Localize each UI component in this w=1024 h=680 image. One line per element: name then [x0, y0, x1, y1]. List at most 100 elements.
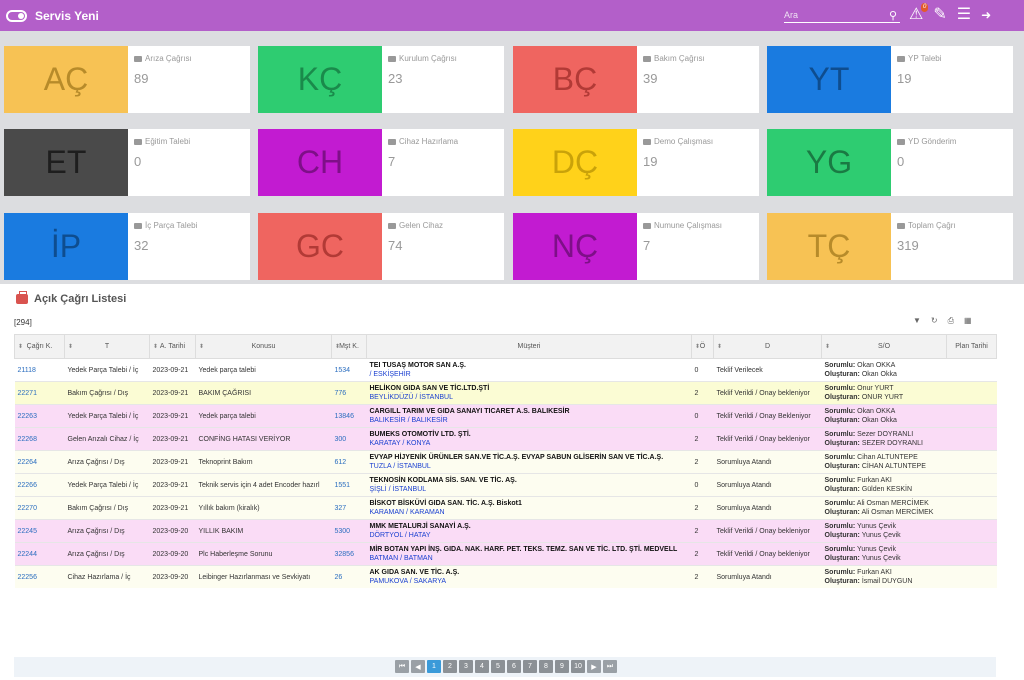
customer-name: MMK METALURJİ SANAYİ A.Ş. — [369, 523, 471, 530]
page-button[interactable]: 10 — [571, 660, 585, 673]
cell-priority: 2 — [691, 542, 714, 566]
stat-card[interactable]: YT YP Talebi 19 — [767, 46, 1013, 113]
alert-icon[interactable]: ⚠ 0 — [909, 3, 929, 23]
call-id-link[interactable]: 21118 — [17, 366, 36, 374]
stat-card[interactable]: DÇ Demo Çalışması 19 — [513, 129, 759, 196]
page-button[interactable]: 1 — [427, 660, 441, 673]
page-button[interactable]: 8 — [539, 660, 553, 673]
stat-card[interactable]: YG YD Gönderim 0 — [767, 129, 1013, 196]
call-id-link[interactable]: 22264 — [17, 458, 37, 466]
call-id-link[interactable]: 22270 — [17, 504, 37, 512]
sidebar-toggle-icon[interactable] — [6, 9, 27, 22]
table-row[interactable]: 22268 Gelen Arızalı Cihaz / İç 2023-09-21 C… — [14, 427, 997, 451]
call-id-link[interactable]: 22271 — [17, 389, 37, 397]
creator-name: Okan Okka — [859, 371, 897, 378]
first-page-icon[interactable]: ⏮ — [395, 660, 409, 673]
customer-id-link[interactable]: 32856 — [334, 550, 354, 558]
customer-id-link[interactable]: 776 — [334, 389, 347, 397]
table-row[interactable]: 22263 Yedek Parça Talebi / İç 2023-09-21 Ye… — [14, 404, 997, 428]
stat-card[interactable]: KÇ Kurulum Çağrısı 23 — [258, 46, 504, 113]
table-row[interactable]: 22264 Arıza Çağrısı / Dış 2023-09-21 Teknop… — [14, 450, 997, 474]
table-row[interactable]: 22256 Cihaz Hazırlama / İç 2023-09-20 Leibi… — [14, 565, 997, 588]
cell-subject: Leibinger Hazırlanması ve Sevkiyatı — [195, 565, 332, 588]
stat-card[interactable]: BÇ Bakım Çağrısı 39 — [513, 46, 759, 113]
customer-id-link[interactable]: 327 — [334, 504, 347, 512]
print-icon[interactable]: ⎙ — [947, 316, 955, 325]
cell-date: 2023-09-20 — [149, 565, 196, 588]
customer-location: TUZLA / İSTANBUL — [369, 463, 431, 470]
search-icon[interactable]: ⚲ — [888, 10, 897, 22]
column-header[interactable]: ⬍ T — [64, 334, 150, 359]
export-icon[interactable]: ▦ — [964, 316, 972, 325]
call-id-link[interactable]: 22263 — [17, 412, 37, 420]
column-header[interactable]: Müşteri — [366, 334, 692, 359]
customer-id-link[interactable]: 13846 — [334, 412, 354, 420]
prev-page-icon[interactable]: ◀ — [411, 660, 425, 673]
last-page-icon[interactable]: ⏭ — [603, 660, 617, 673]
customer-id-link[interactable]: 612 — [334, 458, 347, 466]
stat-card[interactable]: AÇ Arıza Çağrısı 89 — [4, 46, 250, 113]
sort-icon[interactable]: ⬍ — [68, 344, 74, 350]
logout-icon[interactable]: ➜ — [981, 8, 992, 22]
table-row[interactable]: 21118 Yedek Parça Talebi / İç 2023-09-21 Ye… — [14, 358, 997, 382]
responsible-line: Sorumlu: Sezer DOYRANLI — [825, 430, 944, 439]
cell-subject: BAKIM ÇAĞRISI — [195, 381, 332, 405]
column-header[interactable]: ⬍ Mşt K. — [331, 334, 367, 359]
customer-id-link[interactable]: 5300 — [334, 527, 351, 535]
cell-subject: YILLIK BAKIM — [195, 519, 332, 543]
customer-id-link[interactable]: 300 — [334, 435, 347, 443]
column-header[interactable]: Plan Tarihi — [946, 334, 997, 359]
customer-id-link[interactable]: 1534 — [334, 366, 351, 374]
call-id-link[interactable]: 22268 — [17, 435, 37, 443]
responsible-label: Sorumlu: — [824, 408, 856, 415]
sort-icon[interactable]: ⬍ — [717, 344, 723, 350]
stat-card-title: Kurulum Çağrısı — [388, 54, 498, 63]
menu-icon[interactable]: ☰ — [956, 6, 972, 23]
search-input[interactable] — [784, 10, 880, 20]
next-page-icon[interactable]: ▶ — [587, 660, 601, 673]
column-header[interactable]: ⬍ Ö — [691, 334, 714, 359]
customer-location: KARAMAN / KARAMAN — [369, 509, 445, 516]
column-header[interactable]: ⬍ Konusu — [195, 334, 332, 359]
page-button[interactable]: 5 — [491, 660, 505, 673]
refresh-icon[interactable]: ↻ — [930, 316, 938, 325]
stat-card[interactable]: İP İç Parça Talebi 32 — [4, 213, 250, 280]
call-id-link[interactable]: 22256 — [17, 573, 37, 581]
column-header[interactable]: ⬍ D — [713, 334, 822, 359]
call-id-link[interactable]: 22245 — [17, 527, 37, 535]
cell-customer-id: 26 — [331, 565, 367, 588]
sort-icon[interactable]: ⬍ — [335, 344, 341, 350]
column-header[interactable]: ⬍ Çağrı K. — [14, 334, 65, 359]
edit-icon[interactable]: ✎ — [933, 6, 947, 23]
page-button[interactable]: 9 — [555, 660, 569, 673]
page-button[interactable]: 4 — [475, 660, 489, 673]
column-header[interactable]: ⬍ S/O — [821, 334, 947, 359]
stat-card[interactable]: TÇ Toplam Çağrı 319 — [767, 213, 1013, 280]
sort-icon[interactable]: ⬍ — [153, 344, 159, 350]
stat-card[interactable]: CH Cihaz Hazırlama 7 — [258, 129, 504, 196]
table-row[interactable]: 22245 Arıza Çağrısı / Dış 2023-09-20 YILLIK… — [14, 519, 997, 543]
table-row[interactable]: 22270 Bakım Çağrısı / Dış 2023-09-21 Yıllık… — [14, 496, 997, 520]
table-row[interactable]: 22266 Yedek Parça Talebi / İç 2023-09-21 Te… — [14, 473, 997, 497]
page-button[interactable]: 2 — [443, 660, 457, 673]
call-id-link[interactable]: 22266 — [17, 481, 37, 489]
customer-id-link[interactable]: 1551 — [334, 481, 351, 489]
stat-card[interactable]: NÇ Numune Çalışması 7 — [513, 213, 759, 280]
column-header[interactable]: ⬍ A. Tarihi — [149, 334, 196, 359]
cell-type: Gelen Arızalı Cihaz / İç — [64, 427, 150, 451]
customer-id-link[interactable]: 26 — [334, 573, 343, 581]
page-button[interactable]: 7 — [523, 660, 537, 673]
sort-icon[interactable]: ⬍ — [199, 344, 205, 350]
cell-plan-date — [946, 542, 997, 566]
stat-card[interactable]: ET Eğitim Talebi 0 — [4, 129, 250, 196]
table-row[interactable]: 22244 Arıza Çağrısı / Dış 2023-09-20 Plc Ha… — [14, 542, 997, 566]
table-row[interactable]: 22271 Bakım Çağrısı / Dış 2023-09-21 BAKIM … — [14, 381, 997, 405]
page-button[interactable]: 3 — [459, 660, 473, 673]
sort-icon[interactable]: ⬍ — [825, 344, 831, 350]
page-button[interactable]: 6 — [507, 660, 521, 673]
filter-icon[interactable]: ▼ — [913, 316, 921, 325]
stat-card[interactable]: GC Gelen Cihaz 74 — [258, 213, 504, 280]
sort-icon[interactable]: ⬍ — [18, 344, 24, 350]
call-id-link[interactable]: 22244 — [17, 550, 37, 558]
sort-icon[interactable]: ⬍ — [695, 344, 701, 350]
